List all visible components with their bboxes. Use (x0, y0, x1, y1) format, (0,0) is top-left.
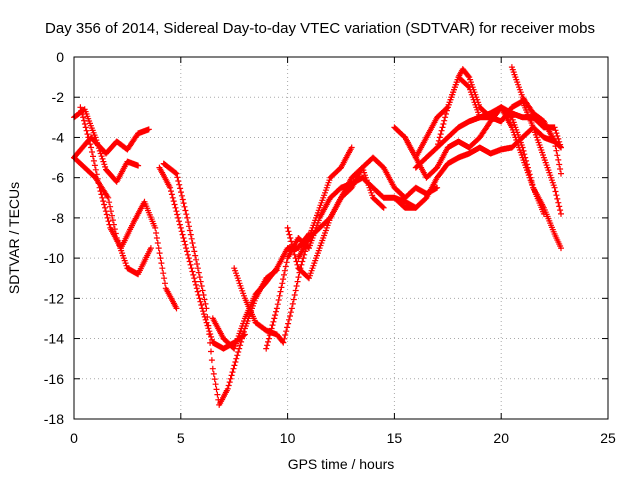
data-points (391, 124, 564, 211)
data-series-17 (508, 64, 564, 177)
chart-title: Day 356 of 2014, Sidereal Day-to-day VTE… (45, 20, 595, 37)
y-tick-label: -4 (52, 129, 65, 145)
data-series-12 (391, 124, 564, 211)
data-points (71, 126, 152, 161)
data-points (77, 104, 180, 312)
data-series-2 (71, 126, 152, 161)
data-points (209, 231, 312, 352)
data-points (434, 74, 547, 217)
x-tick-label: 0 (70, 430, 78, 446)
y-tick-label: -8 (52, 210, 65, 226)
x-tick-label: 25 (600, 430, 616, 446)
data-series-7 (209, 231, 312, 352)
data-series-10 (284, 164, 387, 282)
data-series-3 (71, 154, 154, 278)
data-points (284, 164, 387, 282)
x-tick-label: 10 (280, 430, 296, 446)
y-tick-label: -12 (44, 290, 64, 306)
plot-frame (73, 56, 609, 420)
data-marks (71, 64, 564, 408)
data-points (508, 64, 564, 177)
y-tick-label: -16 (44, 371, 64, 387)
data-points (71, 154, 154, 278)
x-axis-label: GPS time / hours (287, 456, 395, 472)
y-tick-label: -2 (52, 89, 65, 105)
y-tick-label: -14 (44, 331, 64, 347)
x-tick-label: 20 (493, 430, 509, 446)
data-series-4 (77, 104, 180, 312)
y-tick-label: -6 (52, 170, 65, 186)
y-tick-label: -18 (44, 411, 64, 427)
y-tick-label: 0 (56, 49, 64, 65)
data-series-11 (295, 154, 441, 262)
x-tick-label: 15 (387, 430, 403, 446)
y-axis-label: SDTVAR / TECUs (6, 181, 22, 295)
data-points (295, 154, 441, 262)
data-series-16 (434, 74, 547, 217)
y-tick-label: -10 (44, 250, 64, 266)
x-tick-label: 5 (177, 430, 185, 446)
axis-ticks: 0 5 10 15 20 25 0 -2 -4 -6 -8 -10 -12 -14 -16 -18 (44, 49, 616, 446)
